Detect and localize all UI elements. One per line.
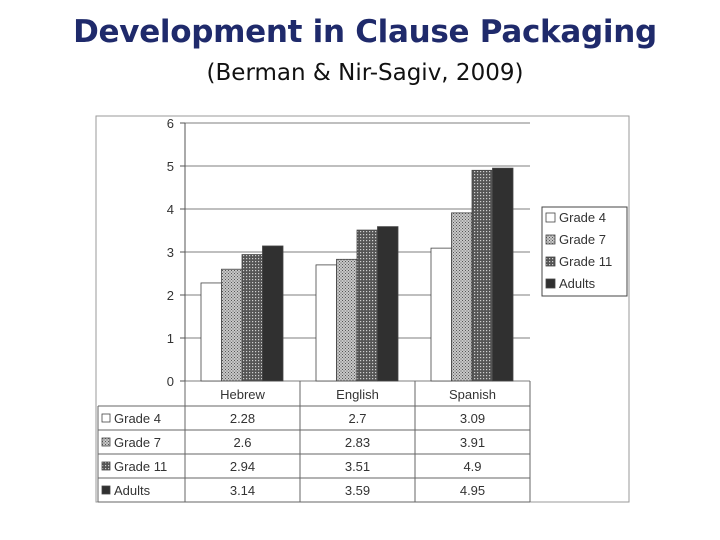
bar-grade-11-english: [356, 229, 378, 382]
bar-adults-spanish: [492, 167, 514, 382]
bar-grade-4-spanish: [430, 247, 452, 382]
y-tick-label: 3: [167, 245, 174, 260]
category-label: Spanish: [449, 387, 496, 402]
table-value: 3.14: [230, 483, 255, 498]
legend-label: Adults: [559, 276, 596, 291]
y-tick-label: 5: [167, 159, 174, 174]
slide-subtitle: (Berman & Nir-Sagiv, 2009): [206, 60, 524, 86]
bar-grade-4-english: [315, 264, 337, 382]
table-swatch: [101, 461, 111, 471]
table-value: 3.09: [460, 411, 485, 426]
bar-adults-english: [377, 226, 399, 382]
table-value: 2.94: [230, 459, 255, 474]
table-series-label: Adults: [114, 483, 151, 498]
y-tick-label: 2: [167, 288, 174, 303]
table-swatch: [101, 413, 111, 423]
y-tick-label: 6: [167, 116, 174, 131]
table-value: 4.95: [460, 483, 485, 498]
table-value: 3.51: [345, 459, 370, 474]
table-series-label: Grade 11: [114, 459, 167, 474]
table-value: 2.28: [230, 411, 255, 426]
legend-box: [541, 206, 628, 297]
bar-grade-7-hebrew: [221, 268, 243, 382]
y-tick-label: 4: [167, 202, 174, 217]
legend-label: Grade 7: [559, 232, 606, 247]
table-swatch: [101, 437, 111, 447]
y-tick-label: 0: [167, 374, 174, 389]
table-value: 2.83: [345, 435, 370, 450]
legend-swatch: [545, 234, 556, 245]
table-series-label: Grade 4: [114, 411, 161, 426]
bar-grade-11-hebrew: [241, 254, 263, 382]
legend-label: Grade 11: [559, 254, 612, 269]
category-label: English: [336, 387, 379, 402]
table-series-label: Grade 7: [114, 435, 161, 450]
category-label: Hebrew: [220, 387, 265, 402]
table-value: 2.6: [233, 435, 251, 450]
bar-adults-hebrew: [262, 245, 284, 382]
slide-title: Development in Clause Packaging: [73, 14, 657, 50]
table-value: 3.59: [345, 483, 370, 498]
legend-swatch: [545, 212, 556, 223]
bar-grade-11-spanish: [471, 169, 493, 382]
table-value: 2.7: [348, 411, 366, 426]
bar-grade-7-spanish: [451, 212, 473, 382]
bar-grade-7-english: [336, 258, 358, 382]
table-value: 4.9: [463, 459, 481, 474]
y-tick-label: 1: [167, 331, 174, 346]
table-swatch: [101, 485, 111, 495]
legend-label: Grade 4: [559, 210, 606, 225]
table-value: 3.91: [460, 435, 485, 450]
legend-swatch: [545, 256, 556, 267]
legend-swatch: [545, 278, 556, 289]
bar-grade-4-hebrew: [200, 282, 222, 382]
